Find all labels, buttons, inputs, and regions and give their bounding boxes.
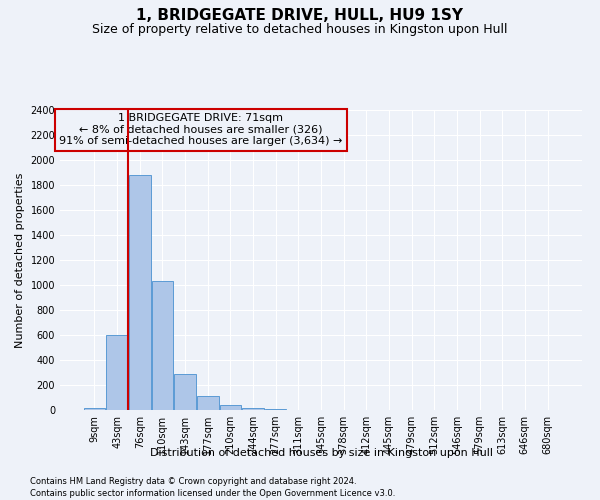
Bar [129, 175, 151, 410]
Bar [175, 374, 196, 410]
Text: 1, BRIDGEGATE DRIVE, HULL, HU9 1SY: 1, BRIDGEGATE DRIVE, HULL, HU9 1SY [137, 8, 464, 22]
Bar [197, 396, 218, 410]
Text: Contains HM Land Registry data © Crown copyright and database right 2024.: Contains HM Land Registry data © Crown c… [30, 478, 356, 486]
Y-axis label: Number of detached properties: Number of detached properties [15, 172, 25, 348]
Bar [220, 405, 241, 410]
Bar [84, 408, 105, 410]
Text: Contains public sector information licensed under the Open Government Licence v3: Contains public sector information licen… [30, 489, 395, 498]
Bar [106, 335, 128, 410]
Bar [265, 408, 286, 410]
Bar [152, 281, 173, 410]
Bar [242, 408, 264, 410]
Text: 1 BRIDGEGATE DRIVE: 71sqm
← 8% of detached houses are smaller (326)
91% of semi-: 1 BRIDGEGATE DRIVE: 71sqm ← 8% of detach… [59, 113, 343, 146]
Text: Size of property relative to detached houses in Kingston upon Hull: Size of property relative to detached ho… [92, 22, 508, 36]
Text: Distribution of detached houses by size in Kingston upon Hull: Distribution of detached houses by size … [149, 448, 493, 458]
